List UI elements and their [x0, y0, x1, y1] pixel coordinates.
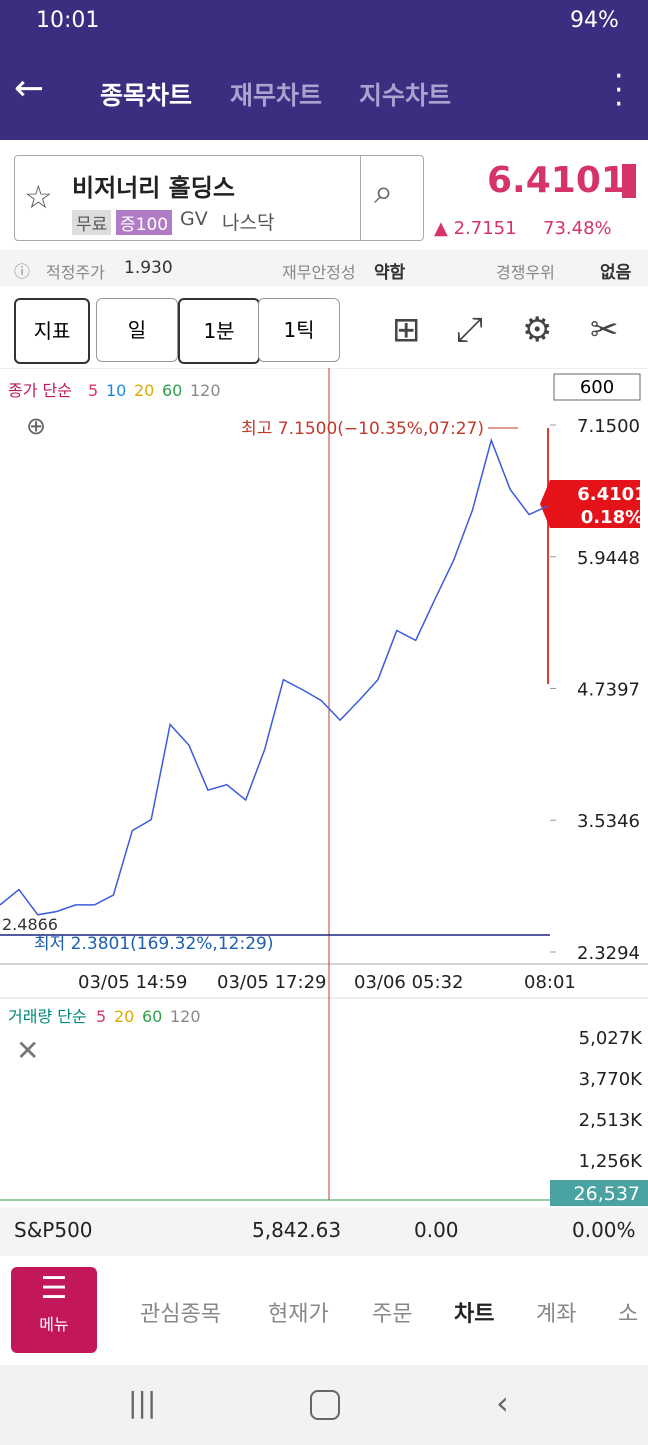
- info-value: 없음: [600, 263, 632, 283]
- x-tick-label: 03/06 05:32: [354, 972, 463, 993]
- current-price: 6.4101: [577, 484, 646, 505]
- info-bar: [0, 250, 648, 286]
- more-menu[interactable]: · · ·: [614, 59, 624, 122]
- high-note: 최고 7.1500(−10.35%,07:27): [241, 419, 484, 439]
- legend-entry: 60: [162, 381, 182, 400]
- period-button[interactable]: 1분: [178, 298, 260, 364]
- nav-item[interactable]: 현재가: [268, 1302, 329, 1327]
- legend-entry: 20: [114, 1007, 134, 1026]
- y-tick-label: 2.3294: [577, 943, 640, 964]
- index-bar: [0, 1208, 648, 1256]
- recent-button[interactable]: |||: [128, 1386, 157, 1419]
- y-tick-label: 3.5346: [577, 811, 640, 832]
- help-icon[interactable]: ⓘ: [14, 262, 31, 281]
- settings-icon[interactable]: ⚙: [522, 310, 553, 350]
- info-label: 경쟁우위: [496, 263, 555, 282]
- y-tick-label: 5.9448: [577, 548, 640, 569]
- close-icon[interactable]: ✕: [16, 1034, 39, 1067]
- price-bar: [622, 164, 636, 198]
- index-value: 5,842.63: [252, 1218, 342, 1242]
- nav-item[interactable]: 차트: [454, 1302, 495, 1327]
- info-label: 재무안정성: [282, 263, 356, 282]
- y-tick-label: 4.7397: [577, 680, 640, 701]
- back-button[interactable]: ←: [14, 68, 45, 109]
- volume-tick-label: 3,770K: [579, 1069, 644, 1090]
- tab[interactable]: 종목차트: [100, 81, 193, 110]
- legend-entry: 5: [96, 1007, 106, 1026]
- volume-tick-label: 1,256K: [579, 1151, 644, 1172]
- info-value: 1.930: [124, 258, 173, 278]
- current-box: [540, 480, 640, 528]
- stock-box[interactable]: [14, 155, 424, 241]
- period-button[interactable]: 일: [96, 298, 178, 362]
- change: ▲ 2.7151: [434, 218, 517, 239]
- tools-icon[interactable]: ✂: [590, 310, 619, 350]
- x-tick-label: 03/05 14:59: [78, 972, 187, 993]
- legend-entry: 20: [134, 381, 154, 400]
- star[interactable]: ☆: [24, 178, 53, 216]
- legend-entry: 60: [142, 1007, 162, 1026]
- legend-title: 거래량 단순: [8, 1007, 87, 1026]
- divider: [360, 155, 361, 241]
- nav-item[interactable]: 관심종목: [140, 1302, 221, 1327]
- index-pct: 0.00%: [572, 1218, 636, 1242]
- status-battery: 94%: [570, 8, 619, 33]
- legend-entry: 120: [190, 381, 221, 400]
- layout-icon[interactable]: ⊞: [392, 310, 421, 350]
- header-bg: [0, 0, 648, 140]
- indicator-button[interactable]: 지표: [14, 298, 90, 364]
- y-tick-label: 7.1500: [577, 416, 640, 437]
- tag: 무료: [72, 210, 112, 235]
- volume-current: 26,537: [574, 1183, 640, 1205]
- x-tick-label: 03/05 17:29: [217, 972, 326, 993]
- count: 600: [580, 377, 614, 398]
- menu-label: 메뉴: [39, 1315, 69, 1334]
- volume-tick-label: 5,027K: [579, 1028, 644, 1049]
- count-box[interactable]: [553, 373, 641, 401]
- tab[interactable]: 재무차트: [230, 81, 323, 110]
- system-nav: [0, 1365, 648, 1445]
- index-name: S&P500: [14, 1218, 93, 1242]
- back-nav[interactable]: ‹: [496, 1384, 509, 1422]
- left-label: 2.4866: [2, 915, 58, 934]
- nav-item[interactable]: 계좌: [536, 1302, 577, 1327]
- search-button[interactable]: ⌕: [374, 172, 394, 212]
- x-tick-label: 08:01: [524, 972, 576, 993]
- nav-item[interactable]: 주문: [372, 1302, 413, 1327]
- stock-name: 비저너리 홀딩스: [72, 174, 235, 202]
- price: 6.4101: [487, 160, 626, 201]
- tab[interactable]: 지수차트: [359, 81, 452, 110]
- volume-tick-label: 2,513K: [579, 1110, 644, 1131]
- info-value: 약함: [374, 263, 406, 283]
- chart: 600 ⊕ 최고 7.1500(−10.35%,07:27) 2.4866 최저…: [0, 368, 648, 1206]
- legend-title: 종가 단순: [8, 381, 72, 400]
- index-change: 0.00: [414, 1218, 459, 1242]
- legend-entry: 10: [106, 381, 126, 400]
- legend-entry: 5: [88, 381, 98, 400]
- info-label: 적정주가: [46, 263, 105, 282]
- low-note: 최저 2.3801(169.32%,12:29): [34, 934, 273, 954]
- home-button[interactable]: [310, 1390, 340, 1420]
- status-time: 10:01: [36, 8, 100, 33]
- current-pct: 0.18%: [581, 507, 643, 528]
- tag: GV: [180, 208, 208, 230]
- price-line: [0, 437, 549, 916]
- expand-icon[interactable]: ⤢: [456, 310, 484, 350]
- tag: 증100: [116, 210, 173, 235]
- tag: 나스닥: [222, 212, 275, 234]
- zoom-icon[interactable]: ⊕: [26, 412, 46, 440]
- legend-entry: 120: [170, 1007, 201, 1026]
- change-pct: 73.48%: [543, 218, 612, 239]
- period-button[interactable]: 1틱: [258, 298, 340, 362]
- volume-box: [550, 1180, 648, 1206]
- menu-button[interactable]: ☰ 메뉴: [11, 1267, 97, 1353]
- nav-item[interactable]: 소: [618, 1302, 639, 1327]
